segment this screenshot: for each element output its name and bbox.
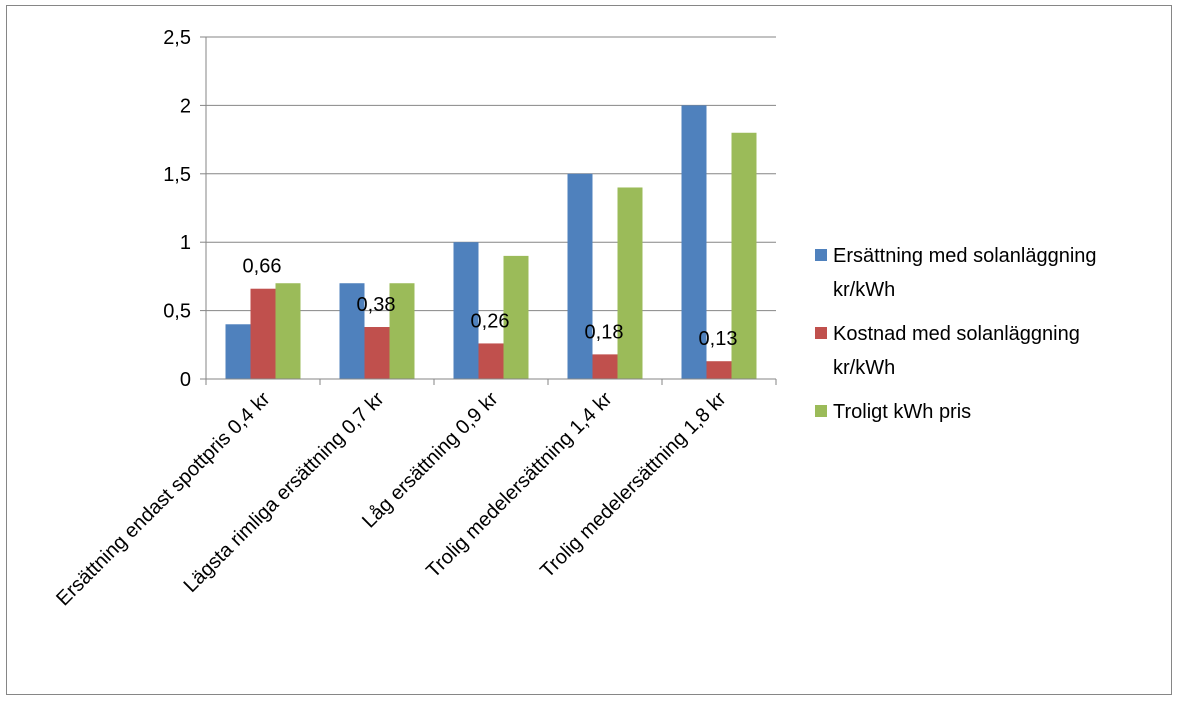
legend-swatch-2: [815, 327, 827, 339]
bar-2: [364, 327, 390, 379]
x-category-label: Ersättning endast spottpris 0,4 kr: [52, 388, 275, 611]
bar-3: [275, 283, 301, 379]
legend-label-2: Kostnad med solanläggning: [833, 323, 1080, 345]
legend-swatch-3: [815, 405, 827, 417]
data-label: 0,66: [243, 256, 282, 278]
bar-3: [617, 187, 643, 379]
data-label: 0,38: [357, 294, 396, 316]
data-label: 0,18: [585, 321, 624, 343]
bar-2: [706, 361, 732, 379]
y-tick-label: 0: [180, 369, 191, 391]
legend: Ersättning med solanläggning kr/kWh Kostna…: [815, 245, 1097, 423]
legend-label-1: Ersättning med solanläggning: [833, 245, 1097, 267]
y-tick-label: 2,5: [163, 27, 191, 49]
bar-3: [731, 132, 757, 379]
bar-3: [389, 283, 415, 379]
legend-label-1: kr/kWh: [833, 279, 895, 301]
bar-1: [225, 324, 251, 379]
gridlines: [206, 36, 776, 312]
bar-2: [250, 288, 276, 379]
bar-3: [503, 255, 529, 379]
bar-1: [339, 283, 365, 379]
data-label: 0,26: [471, 310, 510, 332]
bar-1: [453, 242, 479, 379]
bars: [225, 105, 757, 380]
x-category-label: Lägsta rimliga ersättning 0,7 kr: [180, 388, 389, 597]
y-tick-label: 0,5: [163, 301, 191, 323]
legend-swatch-1: [815, 249, 827, 261]
y-tick-label: 2: [180, 95, 191, 117]
legend-label-3: Troligt kWh pris: [833, 401, 971, 423]
bar-2: [592, 354, 618, 379]
x-category-label: Trolig medelersättning 1,8 kr: [536, 388, 730, 582]
x-category-label: Trolig medelersättning 1,4 kr: [422, 388, 616, 582]
y-tick-label: 1: [180, 232, 191, 254]
bar-2: [478, 343, 504, 379]
axes: [200, 36, 777, 385]
data-label: 0,13: [699, 328, 738, 350]
bar-1: [567, 173, 593, 379]
bar-1: [681, 105, 707, 380]
legend-label-2: kr/kWh: [833, 357, 895, 379]
y-tick-label: 1,5: [163, 164, 191, 186]
